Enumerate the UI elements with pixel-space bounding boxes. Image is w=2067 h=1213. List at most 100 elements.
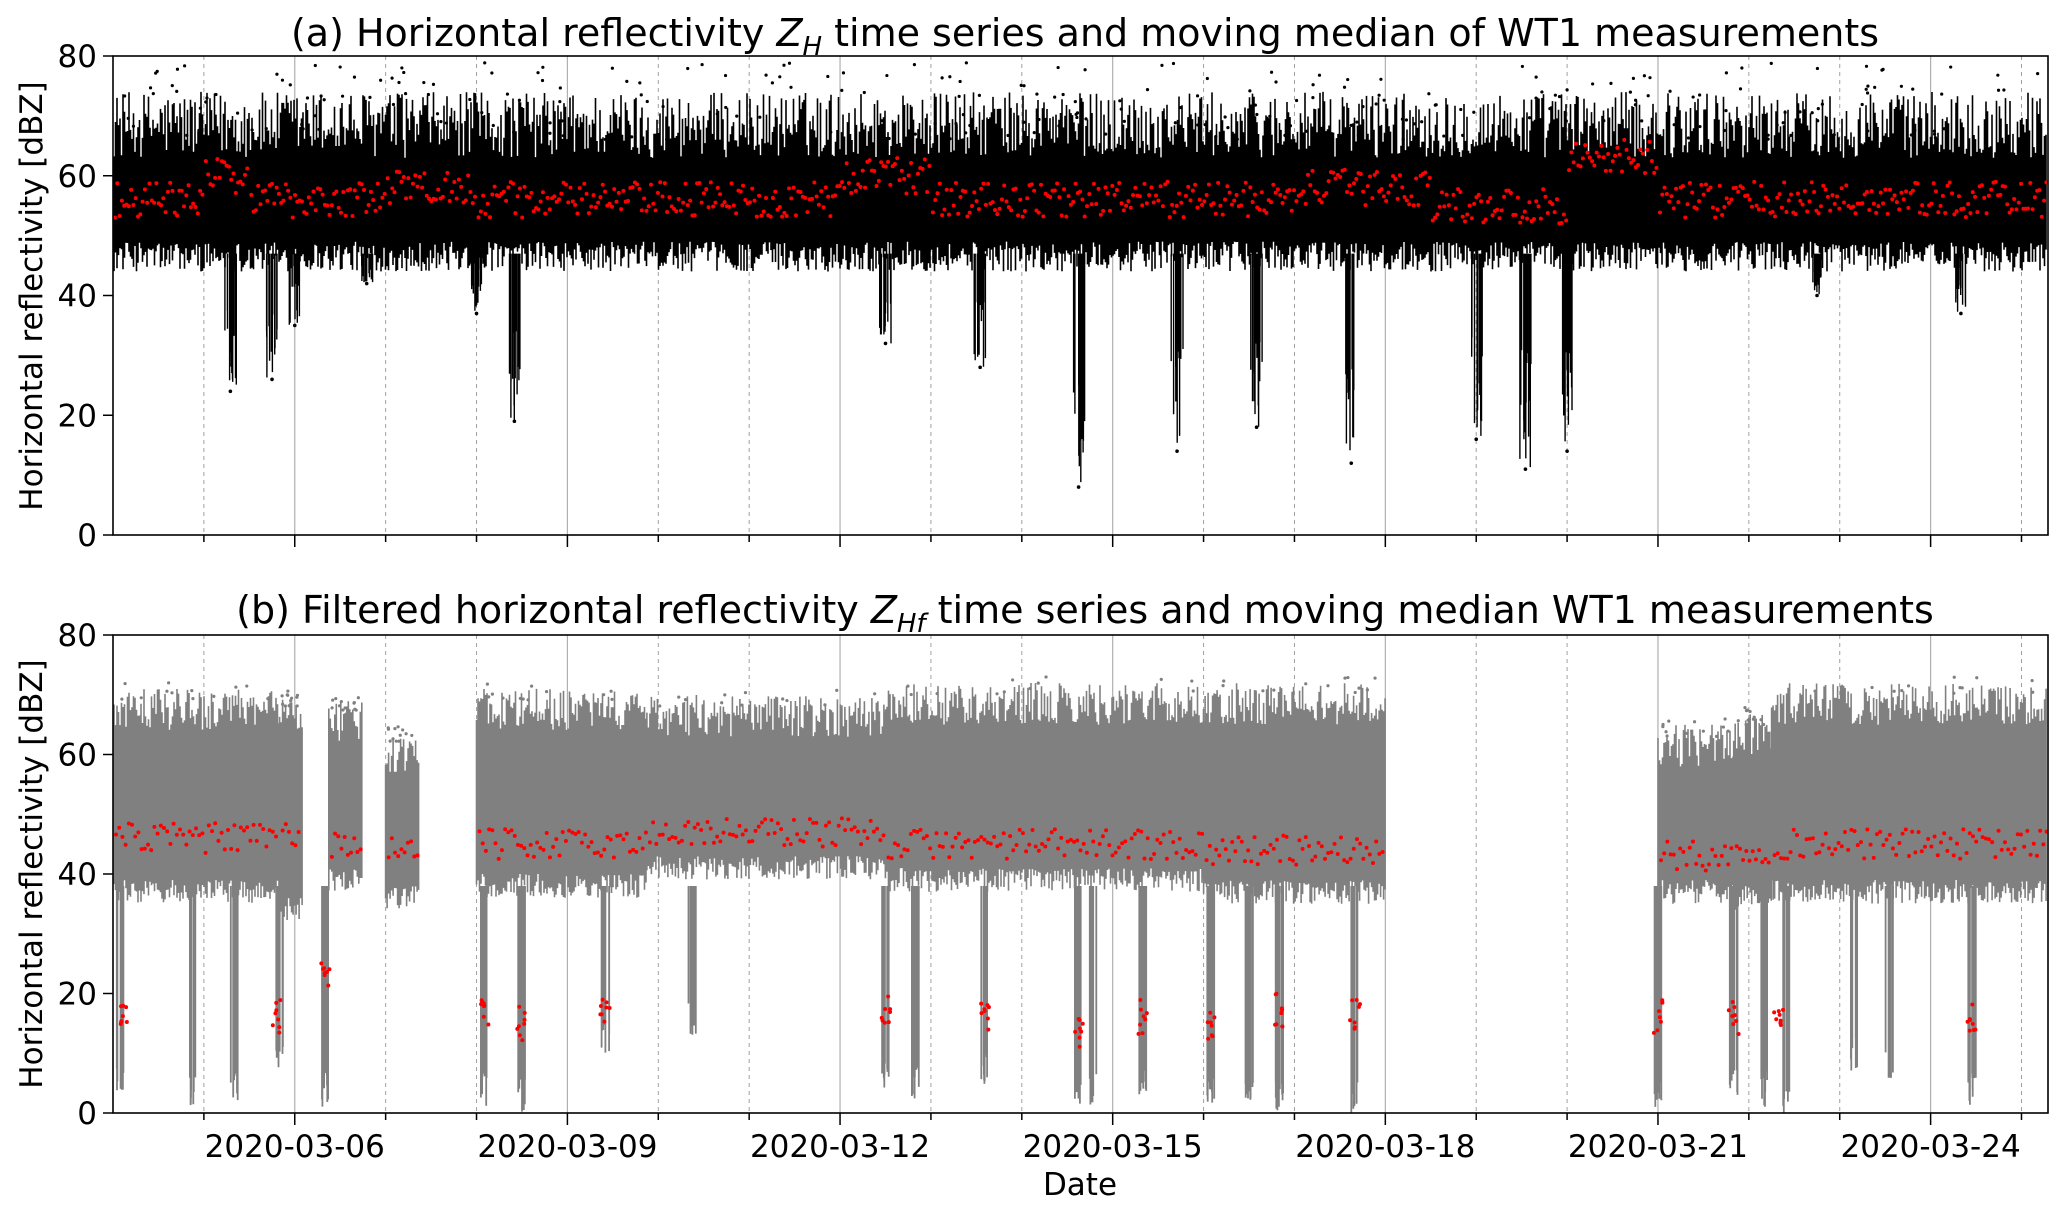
median-point	[899, 854, 904, 859]
median-point	[142, 846, 147, 851]
median-point	[348, 187, 353, 192]
median-point	[1901, 197, 1906, 202]
median-point	[371, 197, 376, 202]
median-point	[1657, 1015, 1662, 1020]
measurement-point	[1740, 66, 1744, 70]
median-point	[1798, 198, 1803, 203]
median-point	[1520, 215, 1525, 220]
median-point	[517, 1004, 522, 1009]
measurement-point	[505, 92, 510, 96]
median-point	[222, 847, 227, 852]
measurement-point	[1668, 89, 1672, 93]
median-point	[944, 187, 949, 192]
median-point	[545, 195, 550, 200]
median-point	[515, 842, 520, 847]
median-point	[1216, 180, 1221, 185]
median-point	[1975, 210, 1980, 215]
measurement-point	[561, 134, 566, 138]
median-point	[674, 209, 679, 214]
measurement-point	[1235, 137, 1239, 141]
median-point	[763, 817, 768, 822]
median-point	[826, 194, 831, 199]
filtered-point	[610, 697, 614, 701]
median-point	[1120, 841, 1125, 846]
measurement-point	[1311, 96, 1315, 100]
median-point	[1230, 840, 1235, 845]
median-point	[1956, 194, 1961, 199]
median-point	[599, 853, 604, 858]
median-point	[190, 833, 195, 838]
median-point	[1158, 840, 1163, 845]
filtered-point	[283, 704, 287, 708]
filtered-band	[1202, 683, 1386, 904]
median-point	[1280, 201, 1285, 206]
panel-a-median	[113, 137, 2049, 226]
y-tick-label: 0	[77, 518, 97, 554]
measurement-point	[964, 131, 968, 135]
median-point	[1013, 186, 1018, 191]
median-point	[942, 207, 947, 212]
median-point	[1800, 202, 1805, 207]
median-point	[1388, 183, 1393, 188]
median-point	[345, 852, 350, 857]
median-point	[727, 832, 732, 837]
median-point	[1970, 1002, 1975, 1007]
measurement-point	[958, 79, 962, 84]
median-point	[1736, 189, 1741, 194]
median-point	[1467, 203, 1472, 208]
filtered-point	[396, 725, 400, 729]
median-point	[1766, 198, 1771, 203]
filtered-band	[1657, 724, 1734, 904]
filtered-drop	[517, 886, 526, 1112]
median-point	[810, 196, 815, 201]
median-point	[729, 181, 734, 186]
median-point	[1906, 854, 1911, 859]
median-point	[1697, 853, 1702, 858]
median-point	[233, 191, 238, 196]
median-point	[1966, 201, 1971, 206]
median-point	[1248, 185, 1253, 190]
median-point	[1155, 837, 1160, 842]
median-point	[355, 849, 360, 854]
median-point	[1043, 844, 1048, 849]
median-point	[186, 183, 191, 188]
measurement-point	[313, 114, 318, 118]
median-point	[1469, 216, 1474, 221]
median-point	[1446, 203, 1451, 208]
median-point	[1590, 159, 1595, 164]
measurement-point	[1802, 119, 1806, 123]
filtered-point	[1744, 722, 1748, 727]
median-point	[922, 157, 927, 162]
median-point	[2012, 846, 2017, 851]
measurement-point	[1557, 94, 1562, 99]
measurement-point	[770, 81, 775, 85]
filtered-point	[2030, 678, 2034, 683]
measurement-point	[151, 92, 155, 96]
filtered-point	[1261, 689, 1265, 693]
median-point	[1766, 860, 1771, 865]
median-point	[501, 189, 506, 194]
median-point	[833, 843, 838, 848]
median-point	[602, 847, 607, 852]
median-point	[350, 213, 355, 218]
filtered-point	[1044, 675, 1048, 679]
measurement-point	[490, 71, 494, 75]
median-point	[965, 214, 970, 219]
median-point	[1465, 212, 1470, 217]
median-point	[658, 180, 663, 185]
median-point	[913, 191, 918, 196]
median-point	[616, 190, 621, 195]
median-point	[1825, 194, 1830, 199]
median-point	[126, 204, 131, 209]
median-point	[1259, 190, 1264, 195]
median-point	[1703, 182, 1708, 187]
median-point	[210, 829, 214, 834]
median-point	[1998, 192, 2003, 197]
median-point	[170, 188, 175, 193]
median-point	[1878, 190, 1883, 195]
median-point	[496, 856, 501, 861]
median-point	[602, 1019, 607, 1024]
median-point	[1740, 186, 1745, 191]
median-point	[326, 983, 331, 988]
median-point	[304, 211, 309, 216]
